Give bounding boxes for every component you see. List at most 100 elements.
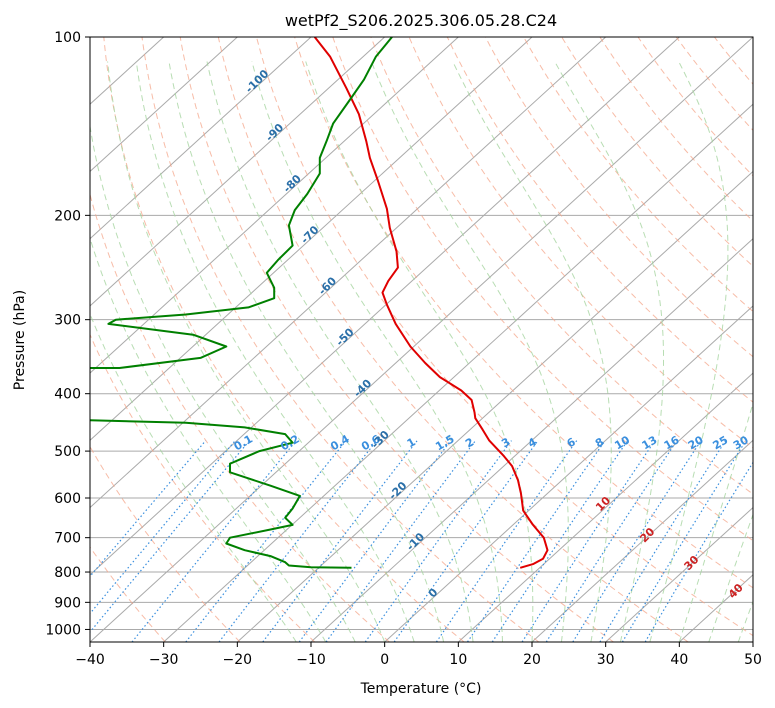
- isotherm-line: [457, 372, 753, 642]
- dry-adiabat: [675, 37, 753, 131]
- isotherm-line: [90, 37, 607, 509]
- x-tick-label: 0: [380, 652, 389, 668]
- y-tick-label: 400: [54, 387, 81, 403]
- isotherm-line: [384, 305, 753, 642]
- moist-adiabat: [305, 61, 534, 642]
- isotherm-line: [310, 237, 753, 642]
- isotherm-line: [90, 37, 680, 576]
- dry-adiabat: [217, 37, 689, 642]
- mixing-ratio-label: 0.2: [278, 432, 301, 453]
- mixing-ratio-line: [491, 440, 629, 642]
- x-tick-label: 40: [670, 652, 688, 668]
- moist-adiabat: [678, 401, 753, 642]
- isotherm-label: -70: [298, 223, 321, 246]
- y-tick-label: 200: [54, 208, 81, 224]
- moist-adiabat: [90, 123, 356, 642]
- mixing-ratio-line: [572, 440, 702, 642]
- moist-adiabat: [107, 61, 386, 642]
- mixing-ratio-line: [90, 440, 236, 615]
- isotherm-line: [90, 37, 238, 173]
- x-tick-label: −30: [149, 652, 179, 668]
- y-tick-label: 1000: [45, 622, 81, 638]
- mixing-ratio-line: [599, 440, 727, 642]
- isotherm-line: [90, 37, 753, 642]
- isotherm-label: -40: [351, 377, 374, 400]
- mixing-ratio-label: 3: [499, 435, 512, 450]
- mixing-ratio-label: 10: [612, 433, 632, 452]
- isotherm-line: [90, 37, 533, 442]
- mixing-ratio-line: [131, 440, 297, 642]
- y-tick-label: 800: [54, 565, 81, 581]
- x-tick-label: 20: [523, 652, 541, 668]
- moist-adiabat: [708, 513, 753, 642]
- dry-adiabat: [294, 37, 753, 589]
- mixing-ratio-label: 8: [593, 435, 606, 450]
- moist-adiabat: [90, 312, 297, 642]
- mixing-ratio-label: 36: [752, 433, 772, 452]
- dry-adiabat: [484, 37, 753, 358]
- mixing-ratio-line: [218, 440, 378, 642]
- moist-adiabat-label: 20: [637, 525, 657, 545]
- x-axis-label: Temperature (°C): [360, 681, 482, 697]
- moist-adiabat: [135, 61, 415, 642]
- isotherm-label: -80: [281, 172, 304, 195]
- isotherm-line: [531, 439, 753, 642]
- mixing-ratio-label: 0.1: [232, 432, 255, 453]
- dry-adiabat: [141, 37, 540, 642]
- dry-adiabat: [446, 37, 753, 403]
- y-tick-label: 100: [54, 30, 81, 46]
- dewpoint-profile-line: [90, 37, 393, 569]
- y-tick-label: 300: [54, 313, 81, 329]
- isotherm-line: [163, 103, 753, 642]
- moist-adiabat: [737, 600, 753, 642]
- isotherm-line: [752, 641, 753, 642]
- mixing-ratio-line: [325, 440, 476, 642]
- x-tick-label: −40: [75, 652, 105, 668]
- temperature-profile-line: [313, 37, 549, 569]
- isotherm-label: -100: [243, 67, 272, 96]
- isotherm-line: [90, 37, 459, 374]
- mixing-ratio-line: [644, 461, 753, 642]
- dry-adiabat: [256, 37, 753, 637]
- moist-adiabat: [90, 236, 327, 642]
- dry-adiabat: [179, 37, 614, 642]
- moist-adiabat: [168, 61, 445, 642]
- mixing-ratio-label: 0.4: [328, 432, 352, 453]
- isotherm-line: [90, 37, 386, 307]
- dry-adiabat: [561, 37, 753, 267]
- moist-adiabat: [251, 61, 503, 642]
- y-axis-label: Pressure (hPa): [12, 290, 28, 390]
- x-tick-label: 10: [449, 652, 467, 668]
- dry-adiabat: [714, 37, 753, 85]
- mixing-ratio-line: [466, 440, 606, 642]
- mixing-ratio-line: [621, 440, 747, 642]
- mixing-ratio-label: 4: [526, 435, 539, 450]
- dry-adiabat: [332, 37, 753, 542]
- moist-adiabat: [452, 61, 612, 642]
- moist-adiabat: [206, 61, 474, 642]
- isotherm-label: -10: [404, 530, 427, 553]
- x-tick-label: −10: [296, 652, 326, 668]
- dry-adiabat: [90, 192, 390, 642]
- isotherm-label: -20: [386, 479, 409, 502]
- y-tick-label: 600: [54, 491, 81, 507]
- mixing-ratio-line: [435, 440, 578, 642]
- y-tick-label: 900: [54, 595, 81, 611]
- mixing-ratio-line: [364, 440, 512, 642]
- chart-title: wetPf2_S206.2025.306.05.28.C24: [285, 11, 557, 31]
- isotherm-line: [236, 170, 753, 642]
- moist-adiabat-label: 10: [593, 494, 613, 514]
- dry-adiabat: [408, 37, 753, 449]
- dry-adiabat: [523, 37, 753, 313]
- moist-adiabat: [370, 61, 569, 642]
- dry-adiabat: [637, 37, 753, 177]
- y-tick-label: 700: [54, 531, 81, 547]
- x-tick-label: 50: [744, 652, 762, 668]
- moist-adiabat: [649, 61, 729, 642]
- isotherm-line: [605, 506, 753, 642]
- mixing-ratio-label: 25: [711, 433, 731, 452]
- isotherm-label: -60: [316, 274, 339, 297]
- mixing-ratio-line: [90, 440, 251, 633]
- isotherm-label: -90: [263, 121, 286, 144]
